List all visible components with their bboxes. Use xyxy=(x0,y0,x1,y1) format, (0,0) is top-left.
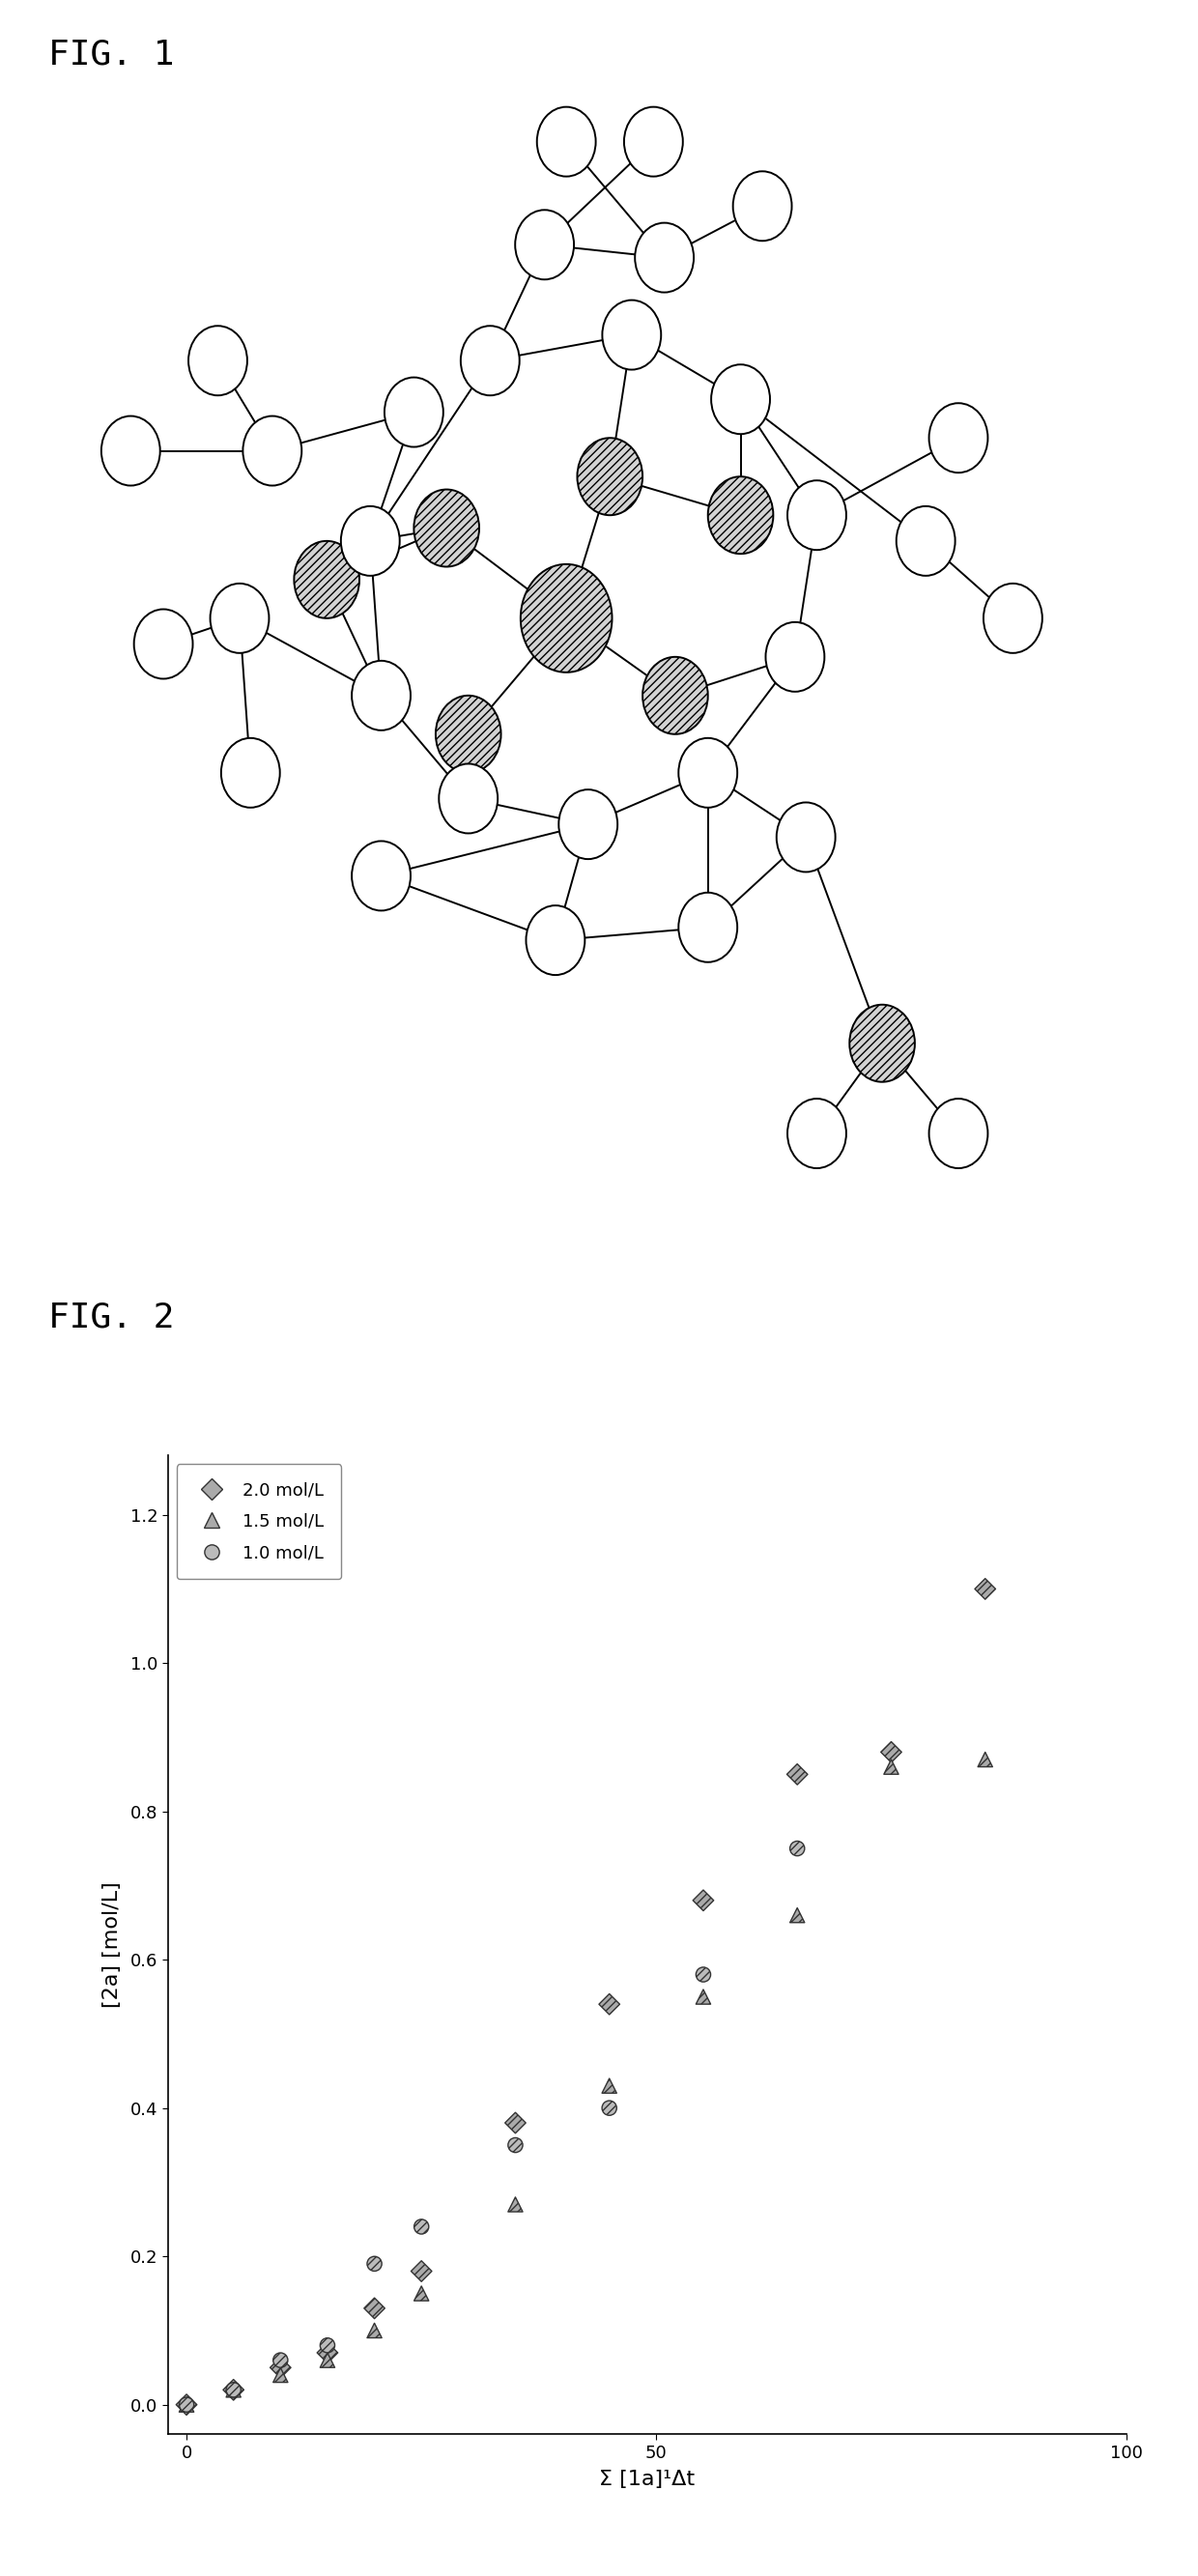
Ellipse shape xyxy=(678,737,737,809)
Ellipse shape xyxy=(413,489,479,567)
Ellipse shape xyxy=(678,894,737,961)
Ellipse shape xyxy=(537,106,595,175)
1.5 mol/L xyxy=(177,2383,196,2424)
X-axis label: Σ [1a]¹Δt: Σ [1a]¹Δt xyxy=(599,2470,695,2488)
1.5 mol/L xyxy=(224,2370,243,2411)
1.0 mol/L xyxy=(787,1829,806,1870)
1.0 mol/L xyxy=(365,2244,385,2285)
1.5 mol/L xyxy=(600,2066,619,2107)
2.0 mol/L xyxy=(224,2370,243,2411)
2.0 mol/L xyxy=(694,1880,713,1922)
Ellipse shape xyxy=(708,477,773,554)
Ellipse shape xyxy=(243,415,302,484)
1.5 mol/L xyxy=(271,2354,290,2396)
Ellipse shape xyxy=(188,325,247,394)
Ellipse shape xyxy=(341,505,400,574)
Ellipse shape xyxy=(787,1097,846,1170)
Text: FIG. 1: FIG. 1 xyxy=(48,39,174,72)
2.0 mol/L xyxy=(975,1569,994,1610)
1.5 mol/L xyxy=(412,2272,431,2313)
Ellipse shape xyxy=(521,564,612,672)
2.0 mol/L xyxy=(506,2102,525,2143)
Ellipse shape xyxy=(624,106,683,175)
Ellipse shape xyxy=(733,170,792,240)
2.0 mol/L xyxy=(271,2347,290,2388)
2.0 mol/L xyxy=(600,1984,619,2025)
Ellipse shape xyxy=(461,325,520,394)
2.0 mol/L xyxy=(787,1754,806,1795)
Ellipse shape xyxy=(849,1005,915,1082)
Ellipse shape xyxy=(134,608,193,677)
Ellipse shape xyxy=(438,762,497,835)
Ellipse shape xyxy=(294,541,359,618)
1.5 mol/L xyxy=(882,1747,901,1788)
2.0 mol/L xyxy=(365,2287,385,2329)
Ellipse shape xyxy=(577,438,642,515)
1.0 mol/L xyxy=(177,2383,196,2424)
Ellipse shape xyxy=(712,363,770,433)
1.0 mol/L xyxy=(317,2324,337,2365)
Legend: 2.0 mol/L, 1.5 mol/L, 1.0 mol/L: 2.0 mol/L, 1.5 mol/L, 1.0 mol/L xyxy=(176,1463,341,1579)
1.0 mol/L xyxy=(694,1955,713,1996)
2.0 mol/L xyxy=(317,2331,337,2372)
Ellipse shape xyxy=(515,211,574,278)
Ellipse shape xyxy=(766,621,824,690)
Ellipse shape xyxy=(635,222,694,291)
1.0 mol/L xyxy=(506,2125,525,2166)
Ellipse shape xyxy=(928,402,988,471)
Ellipse shape xyxy=(776,801,835,871)
2.0 mol/L xyxy=(412,2251,431,2293)
1.5 mol/L xyxy=(694,1976,713,2017)
Ellipse shape xyxy=(642,657,708,734)
Ellipse shape xyxy=(222,737,280,809)
Ellipse shape xyxy=(102,415,161,484)
1.5 mol/L xyxy=(975,1739,994,1780)
Y-axis label: [2a] [mol/L]: [2a] [mol/L] xyxy=(103,1880,122,2009)
Ellipse shape xyxy=(603,299,661,368)
Ellipse shape xyxy=(352,659,411,732)
Ellipse shape xyxy=(984,582,1042,652)
Ellipse shape xyxy=(352,840,411,909)
Ellipse shape xyxy=(896,505,955,574)
Text: FIG. 2: FIG. 2 xyxy=(48,1301,174,1334)
Ellipse shape xyxy=(928,1097,988,1170)
1.5 mol/L xyxy=(506,2184,525,2226)
Ellipse shape xyxy=(787,479,846,549)
Ellipse shape xyxy=(210,582,270,652)
2.0 mol/L xyxy=(177,2383,196,2424)
2.0 mol/L xyxy=(882,1731,901,1772)
1.0 mol/L xyxy=(412,2205,431,2246)
Ellipse shape xyxy=(558,788,617,858)
Ellipse shape xyxy=(436,696,501,773)
Ellipse shape xyxy=(385,376,443,448)
1.0 mol/L xyxy=(224,2370,243,2411)
1.0 mol/L xyxy=(271,2339,290,2380)
1.0 mol/L xyxy=(600,2087,619,2128)
1.5 mol/L xyxy=(787,1893,806,1935)
1.5 mol/L xyxy=(365,2311,385,2352)
1.5 mol/L xyxy=(317,2339,337,2380)
Ellipse shape xyxy=(526,904,585,974)
